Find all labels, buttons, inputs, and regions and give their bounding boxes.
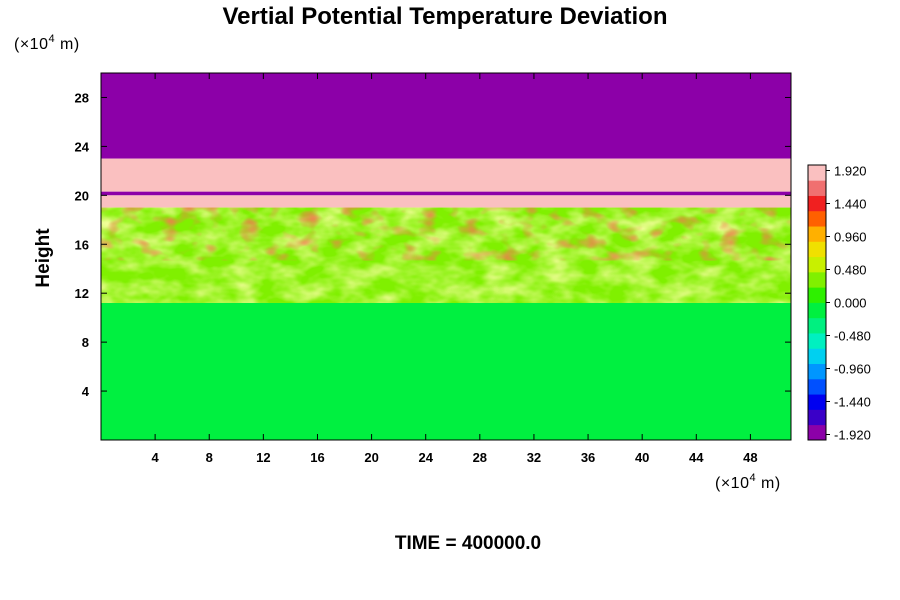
colorbar-label: -0.480 [834,329,871,344]
field-region-upper-layer [101,73,791,159]
y-tick-label: 12 [75,286,89,301]
x-tick-label: 40 [635,450,649,465]
colorbar-label: -0.960 [834,362,871,377]
x-unit-suffix: m) [756,475,781,492]
x-tick-label: 16 [310,450,324,465]
colorbar-segment [808,333,826,349]
field-region-warm-layer [101,195,791,208]
colorbar-segment [808,226,826,242]
y-tick-label: 8 [82,335,89,350]
x-tick-label: 8 [206,450,213,465]
field-region-lower-layer [101,302,791,440]
chart-title: Vertial Potential Temperature Deviation [222,3,667,30]
colorbar-label: -1.440 [834,395,871,410]
y-unit-exponent: 4 [48,33,55,45]
y-unit-prefix: (×10 [14,36,48,53]
field-region-thin-band [101,191,791,196]
field-region-transition-layer [101,158,791,192]
x-tick-label: 12 [256,450,270,465]
x-unit-label: (×104 m) [715,472,781,492]
colorbar-segment [808,317,826,334]
colorbar-segment [808,424,826,441]
colorbar-segment [808,165,826,181]
colorbar-label: 1.920 [834,164,867,179]
y-tick-label: 28 [75,90,89,105]
colorbar-label: 0.960 [834,230,867,245]
colorbar-segment [808,302,826,319]
y-tick-label: 24 [75,139,90,154]
x-axis-ticks: 4 8 12 16 20 24 28 32 36 40 44 48 [152,73,758,465]
x-tick-label: 36 [581,450,595,465]
x-tick-label: 32 [527,450,541,465]
y-unit-label: (×104 m) [14,33,80,53]
plot-area [101,73,791,440]
colorbar-label: 0.480 [834,263,867,278]
colorbar-segment [808,210,826,227]
colorbar: 1.920 1.440 0.960 0.480 0.000 -0.480 -0.960 -1.… [807,164,871,443]
x-tick-label: 24 [418,450,433,465]
x-tick-label: 20 [364,450,378,465]
colorbar-segment [808,409,826,426]
x-tick-label: 48 [743,450,757,465]
x-tick-label: 44 [689,450,704,465]
x-tick-label: 4 [152,450,160,465]
colorbar-label: 0.000 [834,296,867,311]
colorbar-segment [808,256,826,273]
colorbar-segment [808,195,826,212]
colorbar-label: 1.440 [834,197,867,212]
y-tick-label: 16 [75,237,89,252]
colorbar-segment [808,394,826,410]
colorbar-segment [808,378,826,395]
y-axis-label: Height [33,228,54,288]
time-label: TIME = 400000.0 [395,533,541,554]
y-tick-label: 4 [82,384,90,399]
y-tick-label: 20 [75,188,89,203]
colorbar-segment [808,180,826,196]
colorbar-segment [808,287,826,303]
x-tick-label: 28 [473,450,487,465]
y-axis-ticks: 4 8 12 16 20 24 28 [75,90,791,399]
plot-frame [100,72,792,441]
colorbar-segment [808,241,826,258]
y-unit-suffix: m) [55,36,80,53]
colorbar-label: -1.920 [834,428,871,443]
colorbar-segment [808,363,826,380]
x-unit-exponent: 4 [749,472,756,484]
warm-anomaly-texture [101,207,791,261]
colorbar-segment [808,271,826,288]
x-unit-prefix: (×10 [715,475,749,492]
colorbar-segment [808,348,826,365]
